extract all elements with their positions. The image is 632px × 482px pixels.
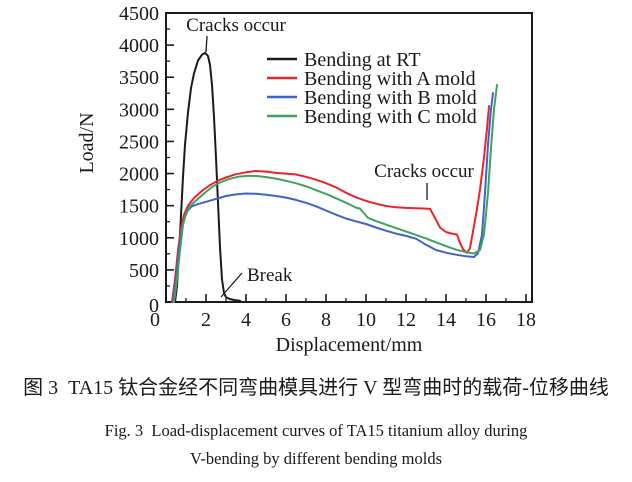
x-tick-label: 16 — [476, 309, 496, 331]
y-tick-label: 0 — [149, 295, 159, 317]
legend-label-bending-with-a-mold: Bending with A mold — [304, 68, 476, 90]
annotation-break: Break — [220, 265, 293, 298]
annotation-text: Cracks occur — [374, 161, 474, 182]
x-tick-label: 8 — [321, 309, 331, 331]
legend-label-bending-with-c-mold: Bending with C mold — [304, 106, 477, 128]
x-tick-label: 4 — [241, 309, 251, 331]
x-tick-label: 0 — [150, 309, 160, 331]
caption-english-line1: Fig. 3 Load-displacement curves of TA15 … — [104, 421, 528, 440]
annotation-cracks-occur-left: Cracks occur — [186, 15, 287, 53]
y-tick-label: 4000 — [119, 35, 159, 57]
y-tick-label: 4500 — [119, 3, 159, 25]
x-tick-label: 10 — [356, 309, 376, 331]
curve-bending-with-b-mold — [172, 92, 494, 303]
legend-label-bending-at-rt: Bending at RT — [304, 49, 421, 71]
y-tick-label: 3000 — [119, 99, 159, 121]
annotation-cracks-occur-right: Cracks occur — [374, 161, 475, 200]
caption-chinese: 图 3 TA15 钛合金经不同弯曲模具进行 V 型弯曲时的载荷-位移曲线 — [23, 377, 609, 399]
y-tick-label: 2000 — [119, 164, 159, 186]
legend-item-bending-with-c-mold: Bending with C mold — [267, 106, 477, 128]
x-tick-label: 14 — [436, 309, 456, 331]
curve-bending-with-c-mold — [173, 83, 498, 303]
y-tick-label: 1000 — [119, 228, 159, 250]
load-displacement-chart: 0 2 4 6 8 10 12 14 16 18 0 500 1000 1500 2000 2500 3000 3… — [76, 3, 536, 356]
y-axis-title: Load/N — [76, 112, 98, 173]
annotation-text: Cracks occur — [186, 15, 286, 36]
y-tick-label: 3500 — [119, 67, 159, 89]
legend-item-bending-at-rt: Bending at RT — [267, 49, 421, 71]
caption-english-line2: V-bending by different bending molds — [189, 449, 443, 468]
annotation-text: Break — [247, 265, 293, 286]
legend-item-bending-with-b-mold: Bending with B mold — [267, 87, 477, 109]
y-tick-label: 1500 — [119, 196, 159, 218]
x-tick-label: 6 — [281, 309, 291, 331]
x-tick-label: 18 — [516, 309, 536, 331]
annotation-pointer-line — [205, 35, 208, 53]
x-tick-label: 12 — [396, 309, 416, 331]
x-axis-title: Displacement/mm — [276, 334, 423, 356]
legend-label-bending-with-b-mold: Bending with B mold — [304, 87, 477, 109]
annotation-pointer-line — [220, 272, 243, 298]
y-tick-label: 2500 — [119, 131, 159, 153]
curve-bending-with-a-mold — [171, 105, 490, 303]
legend-item-bending-with-a-mold: Bending with A mold — [267, 68, 476, 90]
x-tick-label: 2 — [201, 309, 211, 331]
y-tick-label: 500 — [129, 260, 159, 282]
curve-bending-at-rt — [174, 51, 241, 303]
